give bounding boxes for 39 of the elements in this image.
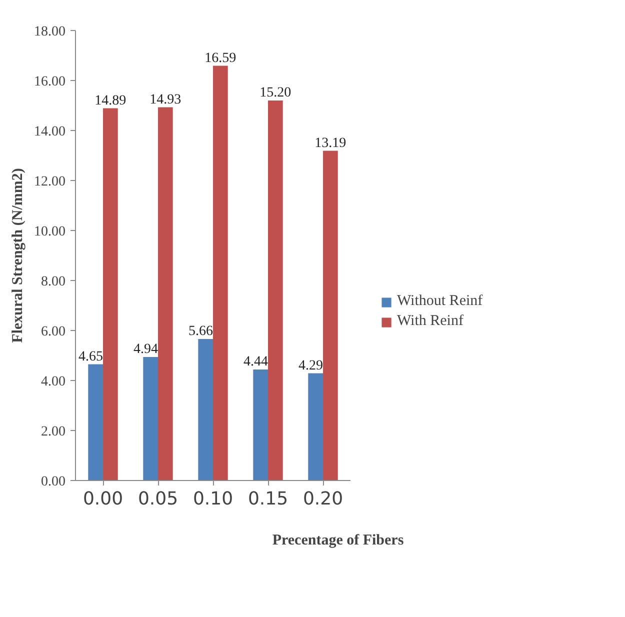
bar: [158, 107, 173, 480]
data-label: 4.29: [298, 358, 323, 374]
data-label: 4.65: [78, 349, 103, 364]
data-label: 5.66: [188, 324, 213, 339]
x-tick-label: 0.15: [248, 488, 288, 510]
y-tick-label: 18.00: [34, 24, 66, 40]
data-label: 14.89: [94, 93, 126, 108]
x-tick-label: 0.05: [138, 488, 178, 510]
y-tick-label: 14.00: [34, 124, 66, 140]
bar: [143, 357, 158, 480]
bar: [198, 339, 213, 480]
y-tick-label: 0.00: [41, 474, 66, 490]
y-tick-label: 6.00: [41, 324, 66, 340]
data-label: 14.93: [150, 92, 182, 108]
data-label: 16.59: [204, 50, 236, 66]
bar: [308, 373, 323, 480]
legend-label: Without Reinf: [397, 293, 483, 310]
x-tick-label: 0.20: [302, 488, 344, 510]
x-tick-label: 0.10: [192, 488, 234, 510]
data-label: 13.19: [314, 136, 346, 151]
data-label: 15.20: [260, 86, 292, 100]
y-tick-label: 10.00: [34, 224, 66, 240]
y-tick-label: 16.00: [34, 74, 66, 90]
data-label: 4.44: [244, 354, 268, 370]
legend-label: With Reinf: [397, 313, 464, 330]
y-tick-label: 12.00: [34, 174, 66, 190]
y-tick-label: 4.00: [41, 374, 66, 390]
bar: [253, 370, 268, 480]
bar: [213, 66, 228, 480]
bar: [268, 100, 283, 480]
y-tick-label: 2.00: [41, 424, 66, 440]
x-axis-title: Precentage of Fibers: [272, 532, 404, 548]
bar: [88, 364, 103, 480]
data-label: 4.94: [134, 342, 158, 357]
y-tick-label: 8.00: [41, 274, 66, 290]
y-axis-title: Flexural Strength (N/mm2): [10, 168, 26, 343]
bar: [103, 108, 118, 480]
x-tick-label: 0.00: [82, 488, 124, 510]
bar: [323, 150, 338, 480]
